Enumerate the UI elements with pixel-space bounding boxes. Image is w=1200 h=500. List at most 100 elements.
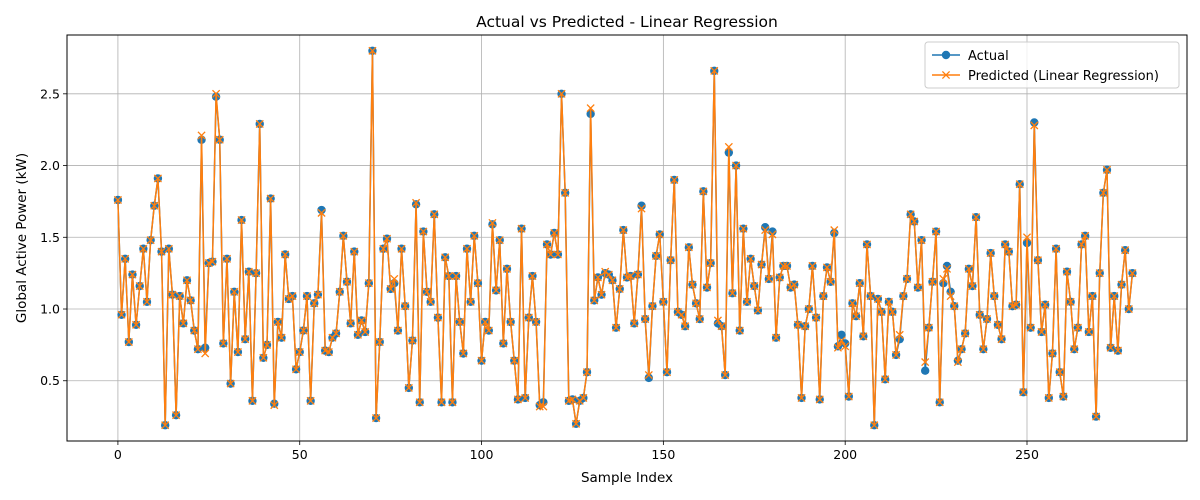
predicted-point — [753, 306, 762, 315]
predicted-point — [164, 244, 173, 253]
predicted-point — [655, 230, 664, 239]
predicted-point — [233, 347, 242, 357]
predicted-point — [306, 396, 315, 405]
predicted-point — [521, 393, 530, 403]
predicted-point — [357, 316, 366, 325]
predicted-point — [175, 292, 184, 301]
predicted-point — [568, 395, 577, 404]
predicted-point — [986, 249, 995, 258]
predicted-point — [750, 282, 759, 291]
predicted-point — [1015, 180, 1024, 189]
predicted-point — [1117, 280, 1126, 289]
predicted-point — [1004, 247, 1013, 256]
actual-point — [317, 205, 326, 215]
predicted-point — [859, 332, 868, 341]
predicted-point — [677, 310, 686, 319]
predicted-point — [266, 194, 275, 203]
predicted-point — [1030, 121, 1039, 130]
predicted-point — [237, 216, 246, 225]
predicted-point — [579, 393, 588, 403]
predicted-point — [1059, 392, 1068, 401]
predicted-point — [572, 419, 581, 428]
predicted-point — [157, 247, 166, 256]
predicted-point — [597, 290, 606, 299]
predicted-point — [972, 213, 981, 222]
predicted-point — [150, 201, 159, 210]
predicted-point — [1044, 393, 1053, 403]
predicted-series-line — [117, 50, 1134, 426]
predicted-point — [993, 320, 1002, 329]
predicted-point — [492, 286, 501, 295]
predicted-point — [706, 259, 715, 268]
predicted-point — [361, 327, 370, 337]
predicted-point — [659, 297, 668, 306]
predicted-point — [382, 234, 392, 243]
predicted-point — [153, 174, 162, 183]
predicted-point — [288, 292, 297, 301]
predicted-point — [662, 368, 672, 377]
predicted-point — [259, 353, 268, 362]
predicted-point — [255, 119, 264, 129]
predicted-point — [561, 188, 570, 197]
predicted-point — [295, 347, 304, 357]
predicted-point — [222, 254, 232, 263]
predicted-point — [1062, 267, 1072, 276]
predicted-point — [375, 337, 384, 347]
predicted-point — [873, 294, 882, 304]
predicted-point — [208, 257, 217, 266]
ticks: 0 50 100 150 200 250 0.5 1.0 1.5 2.0 2.5 — [40, 86, 1039, 462]
predicted-point — [633, 270, 642, 279]
predicted-point — [466, 297, 475, 306]
predicted-point — [961, 329, 970, 338]
predicted-point — [917, 236, 926, 245]
predicted-point — [146, 236, 155, 245]
predicted-point — [513, 395, 522, 404]
predicted-point — [724, 142, 733, 151]
predicted-point — [892, 350, 901, 359]
predicted-point — [942, 264, 952, 273]
predicted-point — [702, 283, 712, 292]
predicted-point — [775, 273, 784, 282]
predicted-point — [433, 313, 442, 322]
predicted-point — [768, 230, 777, 239]
predicted-point — [924, 323, 933, 332]
predicted-point — [550, 228, 559, 238]
predicted-point — [502, 264, 512, 273]
predicted-point — [313, 290, 322, 299]
predicted-point — [477, 356, 486, 365]
x-tick-label: 50 — [292, 447, 308, 462]
predicted-point — [193, 345, 202, 354]
predicted-point — [921, 358, 930, 367]
predicted-point — [648, 302, 657, 311]
predicted-point — [666, 256, 675, 265]
predicted-point — [277, 333, 286, 342]
legend: Actual Predicted (Linear Regression) — [924, 41, 1180, 89]
predicted-point — [590, 296, 599, 305]
predicted-point — [212, 89, 221, 98]
predicted-point — [899, 292, 908, 301]
predicted-point — [335, 287, 344, 296]
predicted-point — [764, 274, 773, 283]
predicted-point — [746, 254, 755, 263]
predicted-point — [830, 226, 839, 235]
predicted-point — [517, 224, 526, 233]
predicted-point — [542, 240, 552, 249]
predicted-point — [215, 135, 224, 144]
actual-point — [1030, 118, 1039, 127]
predicted-point — [742, 297, 752, 306]
predicted-point — [172, 411, 181, 420]
predicted-point — [455, 317, 464, 326]
predicted-point — [430, 210, 439, 219]
legend-actual-label: Actual — [968, 49, 1009, 64]
predicted-point — [546, 250, 555, 259]
predicted-point — [404, 383, 413, 392]
predicted-point — [739, 224, 748, 233]
x-axis-title: Sample Index — [581, 470, 673, 486]
predicted-point — [1077, 240, 1086, 249]
predicted-point — [782, 261, 792, 271]
predicted-point — [717, 322, 726, 331]
legend-entries: Actual Predicted (Linear Regression) — [932, 49, 1159, 84]
predicted-point — [190, 326, 199, 335]
predicted-point — [732, 161, 741, 170]
